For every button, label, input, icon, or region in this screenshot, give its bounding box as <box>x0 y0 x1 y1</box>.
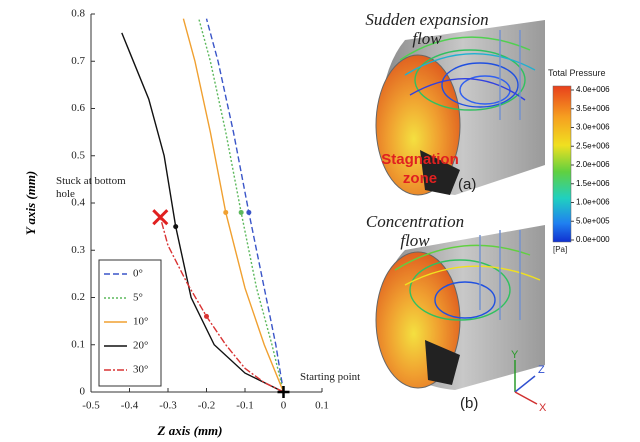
y-tick-label: 0.8 <box>71 8 85 20</box>
colorbar-unit: [Pa] <box>553 245 567 254</box>
legend-label: 5° <box>133 292 143 304</box>
x-axis-label: Z axis (mm) <box>157 423 223 438</box>
colorbar-tick-label: 1.5e+006 <box>576 179 610 188</box>
zone-label: Stagnation zone <box>380 150 460 188</box>
panel-title: Concentration flow <box>350 212 480 250</box>
x-tick-label: -0.3 <box>159 400 177 412</box>
stuck-marker <box>153 210 167 224</box>
colorbar-tick-label: 3.0e+006 <box>576 123 610 132</box>
x-tick-label: -0.4 <box>121 400 139 412</box>
panel-label: (b) <box>460 395 478 412</box>
y-tick-label: 0 <box>80 386 86 398</box>
triad-label: Y <box>511 349 519 361</box>
panel-title: Sudden expansion flow <box>352 10 502 48</box>
legend-box <box>99 260 161 386</box>
legend-label: 30° <box>133 364 148 376</box>
colorbar-tick-label: 1.0e+006 <box>576 198 610 207</box>
series-line <box>183 19 283 392</box>
y-tick-label: 0.1 <box>71 338 85 350</box>
y-tick-label: 0.5 <box>71 149 85 161</box>
page: {"chart_data": {"type": "line", "xlabel"… <box>0 0 640 442</box>
panel-label: (a) <box>458 176 476 193</box>
colorbar-tick-label: 5.0e+005 <box>576 216 610 225</box>
colorbar-tick-label: 0.0e+000 <box>576 235 610 244</box>
annotation: Stuck at bottom hole <box>56 175 126 201</box>
start-marker <box>278 386 290 398</box>
triad-label: Z <box>538 364 545 376</box>
series-arrow <box>223 210 228 215</box>
y-tick-label: 0.6 <box>71 102 85 114</box>
series-line <box>199 19 284 392</box>
legend-label: 10° <box>133 316 148 328</box>
colorbar-tick-label: 3.5e+006 <box>576 104 610 113</box>
x-tick-label: 0 <box>281 400 287 412</box>
colorbar-tick-label: 2.5e+006 <box>576 141 610 150</box>
colorbar-tick-label: 2.0e+006 <box>576 160 610 169</box>
x-tick-label: -0.1 <box>236 400 253 412</box>
series-arrow <box>246 210 251 215</box>
colorbar <box>553 86 571 242</box>
series-arrow <box>239 210 244 215</box>
legend-label: 20° <box>133 340 148 352</box>
x-tick-label: -0.2 <box>198 400 215 412</box>
y-tick-label: 0.7 <box>71 55 85 67</box>
series-arrow <box>204 314 209 319</box>
series-arrow <box>173 224 178 229</box>
series-line <box>207 19 284 392</box>
x-tick-label: -0.5 <box>82 400 100 412</box>
legend-label: 0° <box>133 268 143 280</box>
annotation: Starting point <box>300 371 360 383</box>
colorbar-tick-label: 4.0e+006 <box>576 85 610 94</box>
y-tick-label: 0.2 <box>71 291 85 303</box>
x-tick-label: 0.1 <box>315 400 329 412</box>
colorbar-title: Total Pressure <box>548 68 606 78</box>
y-axis-label: Y axis (mm) <box>23 171 38 236</box>
y-tick-label: 0.3 <box>71 244 85 256</box>
triad-label: X <box>539 402 547 414</box>
